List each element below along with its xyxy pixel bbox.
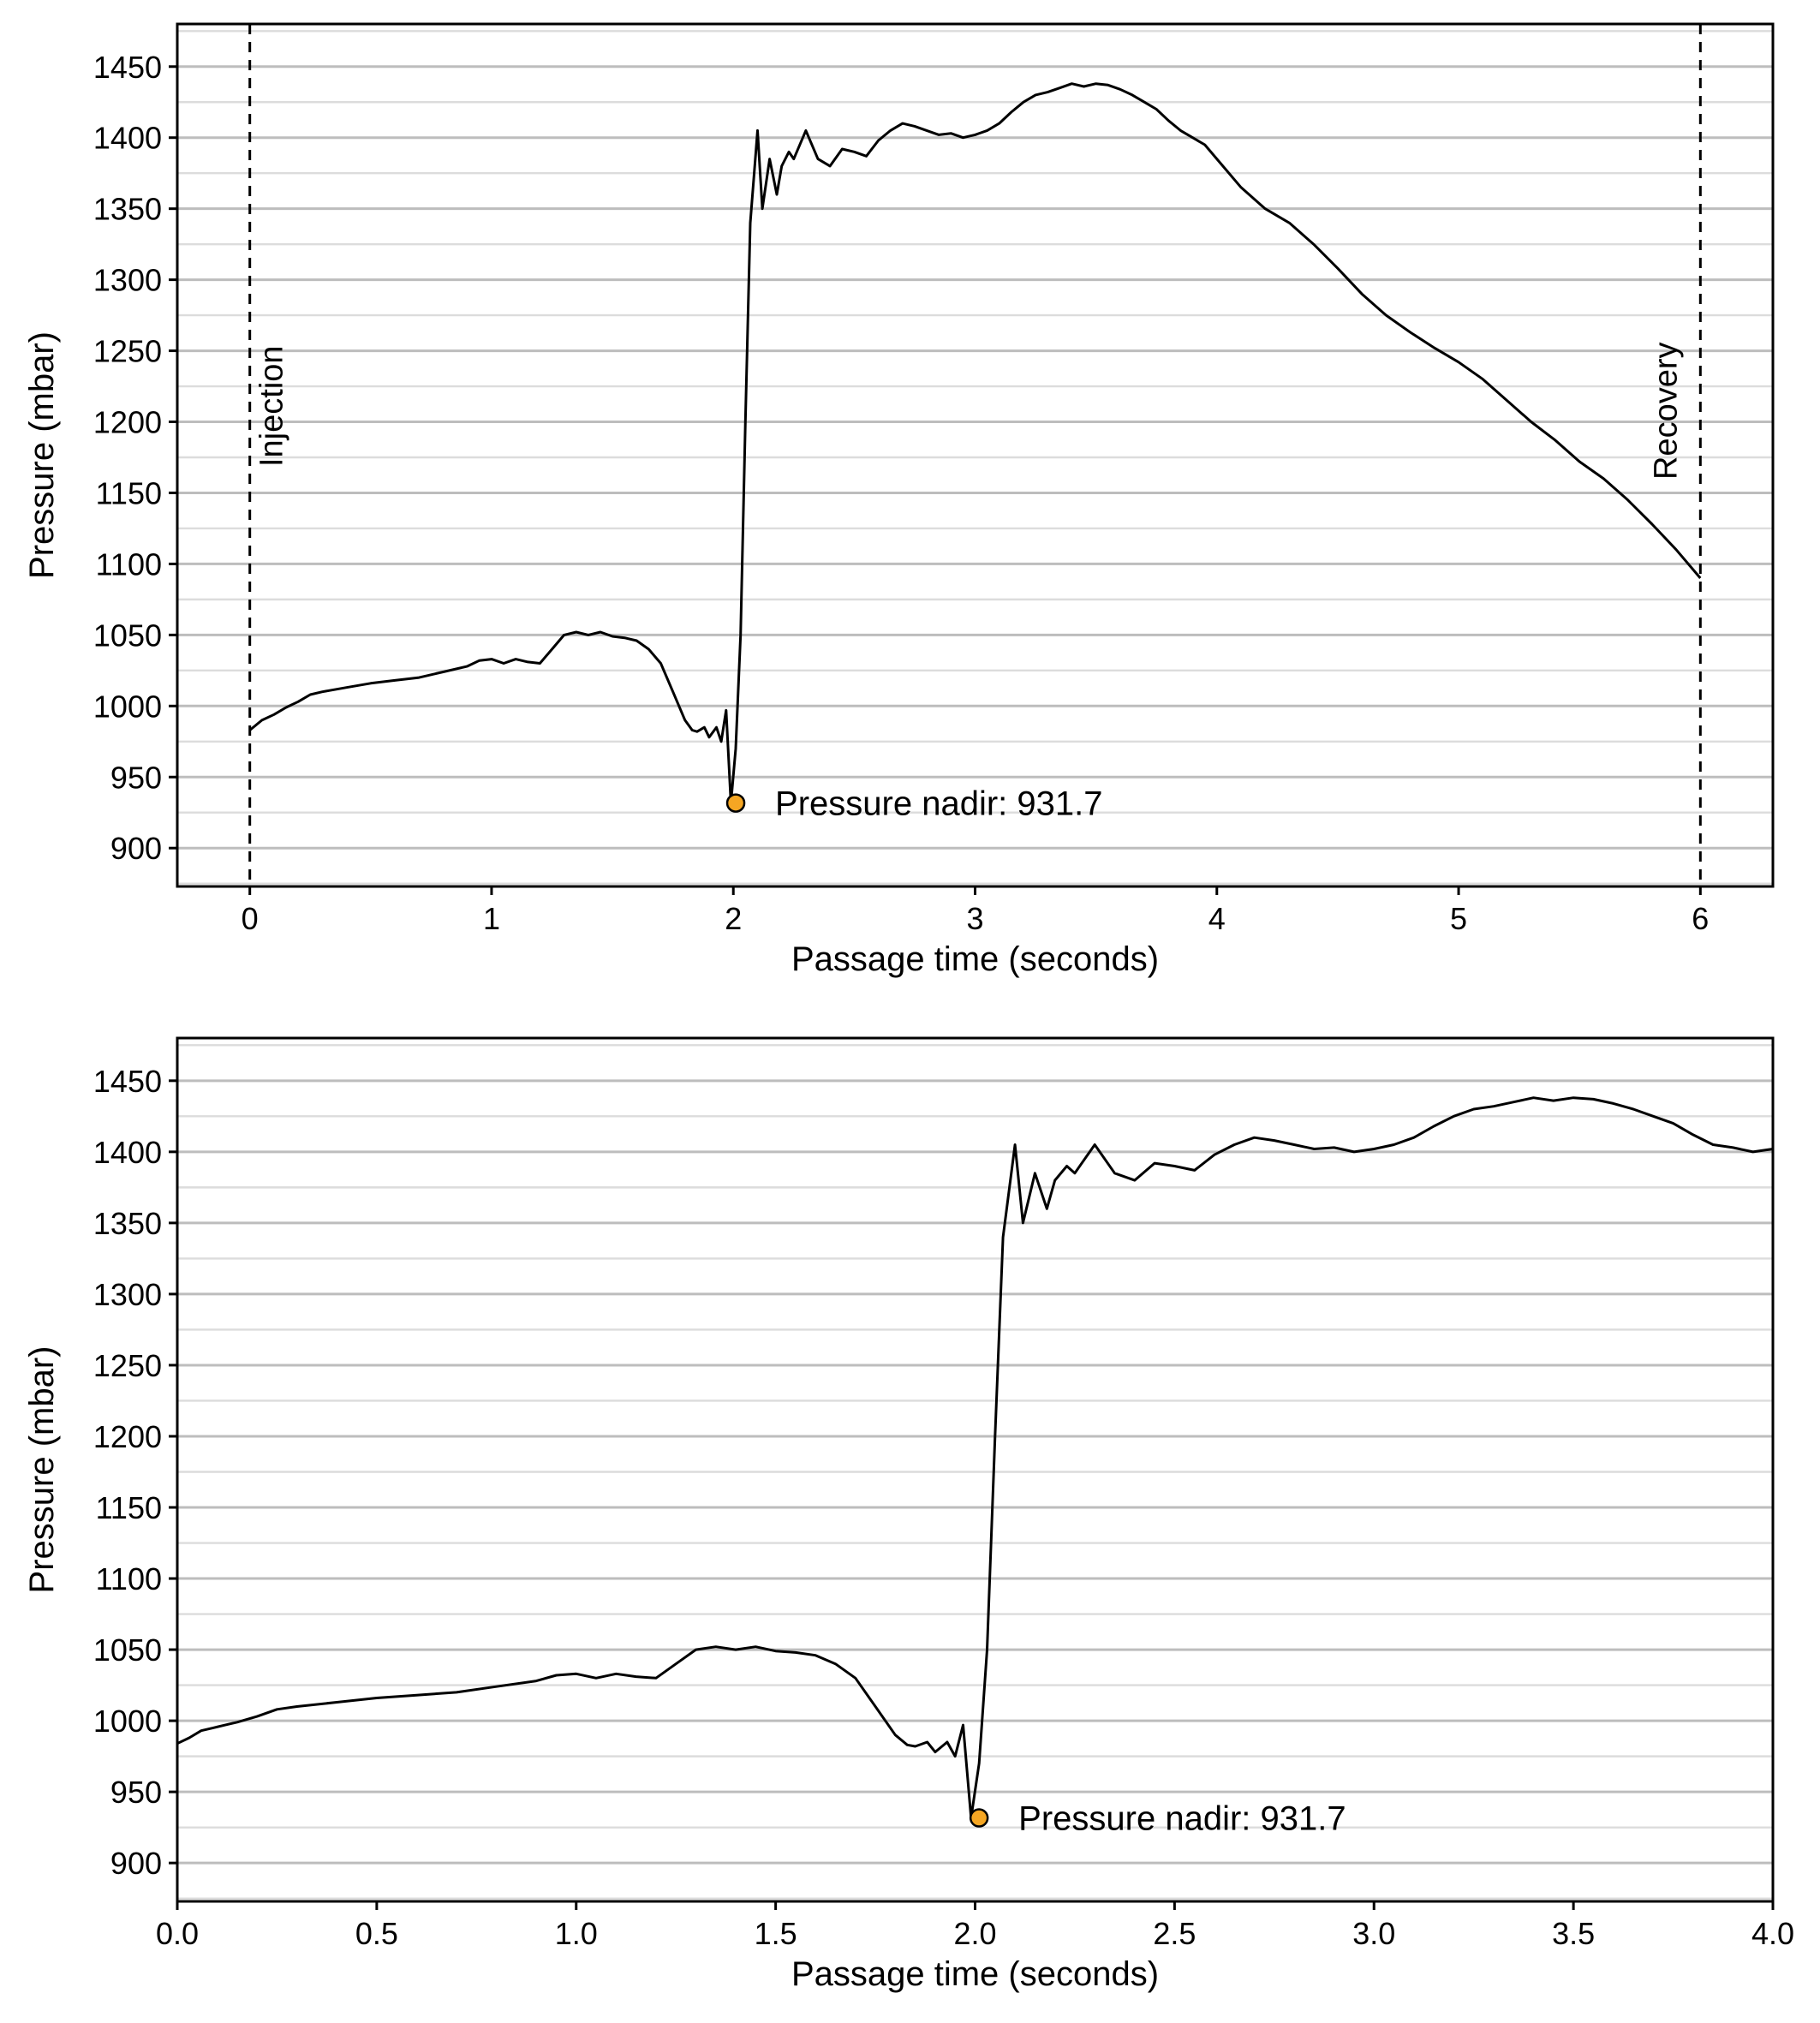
chart-0-x-axis-title: Passage time (seconds)	[791, 940, 1159, 978]
chart-0-y-tick-label-5: 1150	[96, 475, 162, 510]
chart-0-y-tick-label-0: 900	[110, 831, 162, 866]
chart-0-y-tick-label-10: 1400	[93, 121, 162, 156]
chart-1-y-tick-label-5: 1150	[96, 1490, 162, 1525]
chart-1-y-tick-label-6: 1200	[93, 1419, 162, 1454]
chart-1-x-tick-label-8: 4.0	[1751, 1916, 1794, 1951]
chart-0-x-tick-label-6: 6	[1692, 901, 1709, 936]
chart-1-plot-area	[177, 1038, 1773, 1901]
chart-0-series-line-0	[248, 82, 1702, 805]
chart-0-vline-label-0: Injection	[254, 345, 290, 467]
chart-1-y-tick-label-7: 1250	[93, 1348, 162, 1383]
chart-0-x-tick-label-4: 4	[1208, 901, 1226, 936]
chart-0-y-tick-label-9: 1350	[93, 192, 162, 227]
chart-panel-bottom: Pressure nadir: 931.7 900 950 1000 1050 1100 1…	[23, 1036, 1794, 1993]
chart-0-x-tick-label-2: 2	[725, 901, 742, 936]
chart-1-nadir-label: Pressure nadir: 931.7	[1018, 1800, 1346, 1838]
chart-1-x-tick-label-6: 3.0	[1352, 1916, 1395, 1951]
chart-1-series-line-0	[176, 1096, 1774, 1819]
chart-0-y-tick-label-1: 950	[110, 760, 162, 795]
chart-panel-top: Injection Recovery Pressure nadir: 931.7 90…	[23, 22, 1775, 978]
chart-1-x-axis-title: Passage time (seconds)	[791, 1955, 1159, 1993]
chart-1-y-tick-label-9: 1350	[93, 1206, 162, 1241]
chart-1-x-tick-label-4: 2.0	[953, 1916, 996, 1951]
chart-1-y-axis-title: Pressure (mbar)	[23, 1346, 61, 1594]
chart-1-y-tick-label-1: 950	[110, 1775, 162, 1810]
chart-0-y-tick-label-3: 1050	[93, 618, 162, 653]
chart-0-y-tick-label-7: 1250	[93, 334, 162, 369]
chart-0-y-tick-label-11: 1450	[93, 50, 162, 85]
chart-1-y-tick-label-0: 900	[110, 1846, 162, 1881]
chart-0-y-tick-label-8: 1300	[93, 263, 162, 298]
chart-1-x-tick-label-0: 0.0	[156, 1916, 199, 1951]
chart-1-x-tick-label-2: 1.0	[555, 1916, 598, 1951]
chart-1-x-tick-label-1: 0.5	[355, 1916, 398, 1951]
chart-1-y-tick-label-3: 1050	[93, 1632, 162, 1668]
chart-0-y-tick-label-4: 1100	[96, 546, 162, 582]
chart-0-nadir-marker	[725, 793, 746, 813]
chart-1-x-tick-label-3: 1.5	[755, 1916, 797, 1951]
chart-1-y-tick-label-4: 1100	[96, 1561, 162, 1596]
chart-0-vline-label-1: Recovery	[1648, 342, 1684, 480]
chart-1-nadir-marker	[969, 1808, 989, 1828]
chart-1-y-tick-label-10: 1400	[93, 1135, 162, 1170]
chart-0-y-axis-title: Pressure (mbar)	[23, 331, 61, 579]
chart-0-x-tick-label-1: 1	[483, 901, 500, 936]
chart-1-y-tick-label-2: 1000	[93, 1704, 162, 1739]
chart-1-x-tick-label-5: 2.5	[1153, 1916, 1196, 1951]
chart-0-plot-area	[177, 24, 1773, 886]
chart-0-y-tick-label-2: 1000	[93, 689, 162, 724]
chart-0-x-tick-label-0: 0	[242, 901, 259, 936]
chart-1-x-tick-label-7: 3.5	[1552, 1916, 1595, 1951]
chart-0-x-tick-label-3: 3	[966, 901, 983, 936]
chart-0-x-tick-label-5: 5	[1450, 901, 1467, 936]
chart-0-nadir-label: Pressure nadir: 931.7	[775, 785, 1102, 823]
chart-0-y-tick-label-6: 1200	[93, 405, 162, 440]
chart-1-y-tick-label-8: 1300	[93, 1277, 162, 1312]
chart-1-y-tick-label-11: 1450	[93, 1064, 162, 1099]
